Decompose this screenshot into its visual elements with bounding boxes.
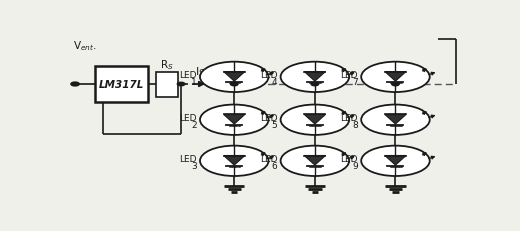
Text: LED: LED: [341, 154, 358, 163]
Circle shape: [361, 62, 430, 93]
Text: 8: 8: [352, 120, 358, 129]
Circle shape: [392, 83, 399, 86]
Text: R$_S$: R$_S$: [160, 58, 174, 72]
Circle shape: [281, 62, 349, 93]
Text: 4: 4: [272, 78, 277, 87]
Circle shape: [200, 146, 268, 176]
Text: LED: LED: [179, 154, 197, 163]
Polygon shape: [385, 115, 406, 125]
Polygon shape: [304, 72, 326, 82]
Text: 2: 2: [191, 120, 197, 129]
Circle shape: [231, 83, 238, 86]
Text: LED: LED: [260, 71, 277, 80]
Text: LM317L: LM317L: [99, 80, 144, 90]
Text: LED: LED: [341, 113, 358, 122]
Polygon shape: [304, 115, 326, 125]
Text: LED: LED: [179, 113, 197, 122]
Circle shape: [200, 105, 268, 135]
Polygon shape: [385, 72, 406, 82]
Circle shape: [71, 83, 79, 86]
Text: 9: 9: [352, 161, 358, 170]
Circle shape: [281, 146, 349, 176]
Text: 5: 5: [271, 120, 277, 129]
Text: LED: LED: [341, 71, 358, 80]
Text: V$_{ent}$.: V$_{ent}$.: [73, 39, 97, 52]
Bar: [155, 72, 178, 97]
Polygon shape: [224, 156, 245, 165]
Polygon shape: [304, 156, 326, 165]
Text: 3: 3: [191, 161, 197, 170]
Circle shape: [177, 83, 185, 86]
Polygon shape: [385, 156, 406, 165]
Circle shape: [361, 146, 430, 176]
Circle shape: [361, 105, 430, 135]
Text: 7: 7: [352, 78, 358, 87]
Text: LED: LED: [260, 154, 277, 163]
Text: LED: LED: [179, 71, 197, 80]
Circle shape: [281, 105, 349, 135]
Text: 1: 1: [191, 78, 197, 87]
Polygon shape: [224, 72, 245, 82]
Circle shape: [200, 62, 268, 93]
Text: 6: 6: [271, 161, 277, 170]
Circle shape: [311, 83, 318, 86]
Bar: [95, 67, 148, 102]
Text: LED: LED: [260, 113, 277, 122]
Text: I$_S$: I$_S$: [195, 65, 205, 79]
Polygon shape: [224, 115, 245, 125]
